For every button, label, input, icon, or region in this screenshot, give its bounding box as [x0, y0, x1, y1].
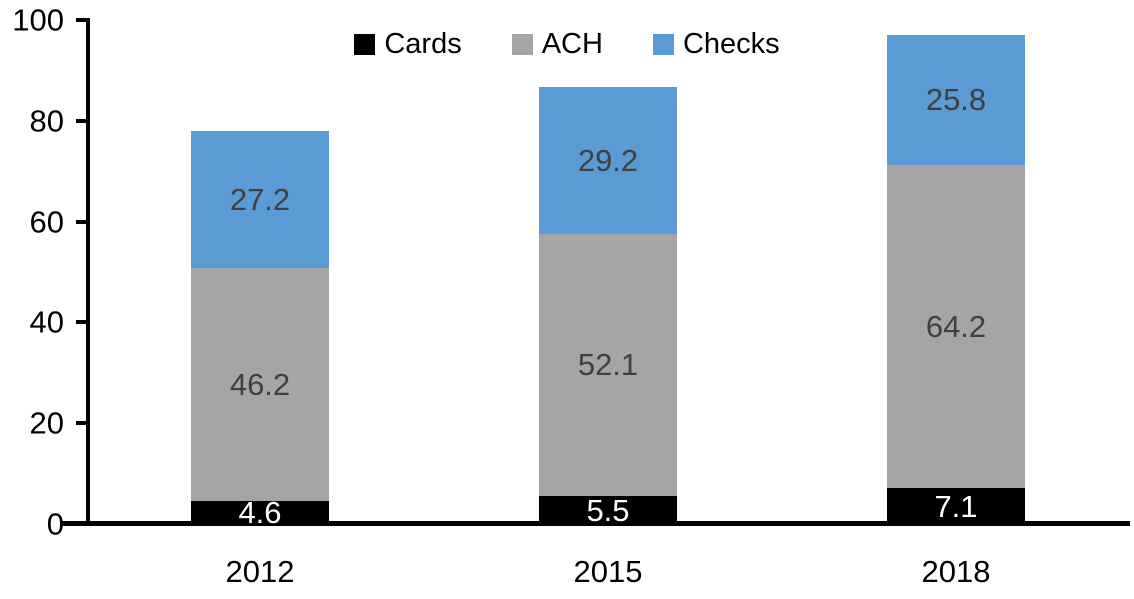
legend-swatch-icon-cards [354, 34, 376, 55]
segment-2015-checks: 29.2 [539, 86, 677, 234]
data-label-2015-ach: 52.1 [577, 347, 639, 383]
data-label-2012-checks: 27.2 [229, 181, 291, 217]
legend: Cards ACH Checks [0, 30, 1134, 59]
segment-2015-ach: 52.1 [539, 233, 677, 497]
segment-2015-cards: 5.5 [539, 492, 677, 528]
y-tick-label: 60 [29, 204, 64, 240]
segment-2012-ach: 46.2 [191, 267, 329, 501]
y-tick [76, 320, 86, 325]
data-label-2012-ach: 46.2 [229, 366, 291, 402]
legend-item-ach: ACH [511, 28, 603, 60]
y-tick-label: 20 [29, 405, 64, 441]
y-tick-label: 40 [29, 304, 64, 340]
y-tick [76, 421, 86, 426]
legend-swatch-icon-checks [652, 34, 674, 55]
y-tick [76, 18, 86, 22]
x-axis-label-2012: 2012 [225, 554, 295, 589]
legend-label-checks: Checks [682, 28, 780, 60]
y-tick-label: 80 [29, 103, 64, 139]
segment-2012-checks: 27.2 [191, 130, 329, 268]
segment-2018-checks: 25.8 [887, 34, 1025, 165]
data-label-2018-cards: 7.1 [934, 488, 978, 524]
data-label-2018-ach: 64.2 [925, 308, 987, 344]
y-tick [76, 118, 86, 123]
segment-2012-cards: 4.6 [191, 497, 329, 528]
legend-label-ach: ACH [541, 28, 603, 60]
segment-2018-ach: 64.2 [887, 164, 1025, 489]
data-label-2012-cards: 4.6 [238, 494, 282, 530]
y-tick-label: 100 [12, 2, 64, 38]
legend-item-checks: Checks [652, 28, 780, 60]
data-label-2015-cards: 5.5 [586, 492, 630, 528]
data-label-2018-checks: 25.8 [925, 82, 987, 118]
legend-swatch-icon-ach [511, 34, 533, 55]
y-tick [76, 219, 86, 224]
segment-2018-cards: 7.1 [887, 488, 1025, 524]
y-axis-line [86, 18, 90, 526]
y-tick-label: 0 [46, 506, 64, 542]
legend-item-cards: Cards [354, 28, 462, 60]
x-axis-label-2018: 2018 [921, 554, 991, 589]
x-axis-label-2015: 2015 [573, 554, 643, 589]
y-tick [76, 522, 86, 526]
legend-label-cards: Cards [384, 28, 462, 60]
data-label-2015-checks: 29.2 [577, 142, 639, 178]
